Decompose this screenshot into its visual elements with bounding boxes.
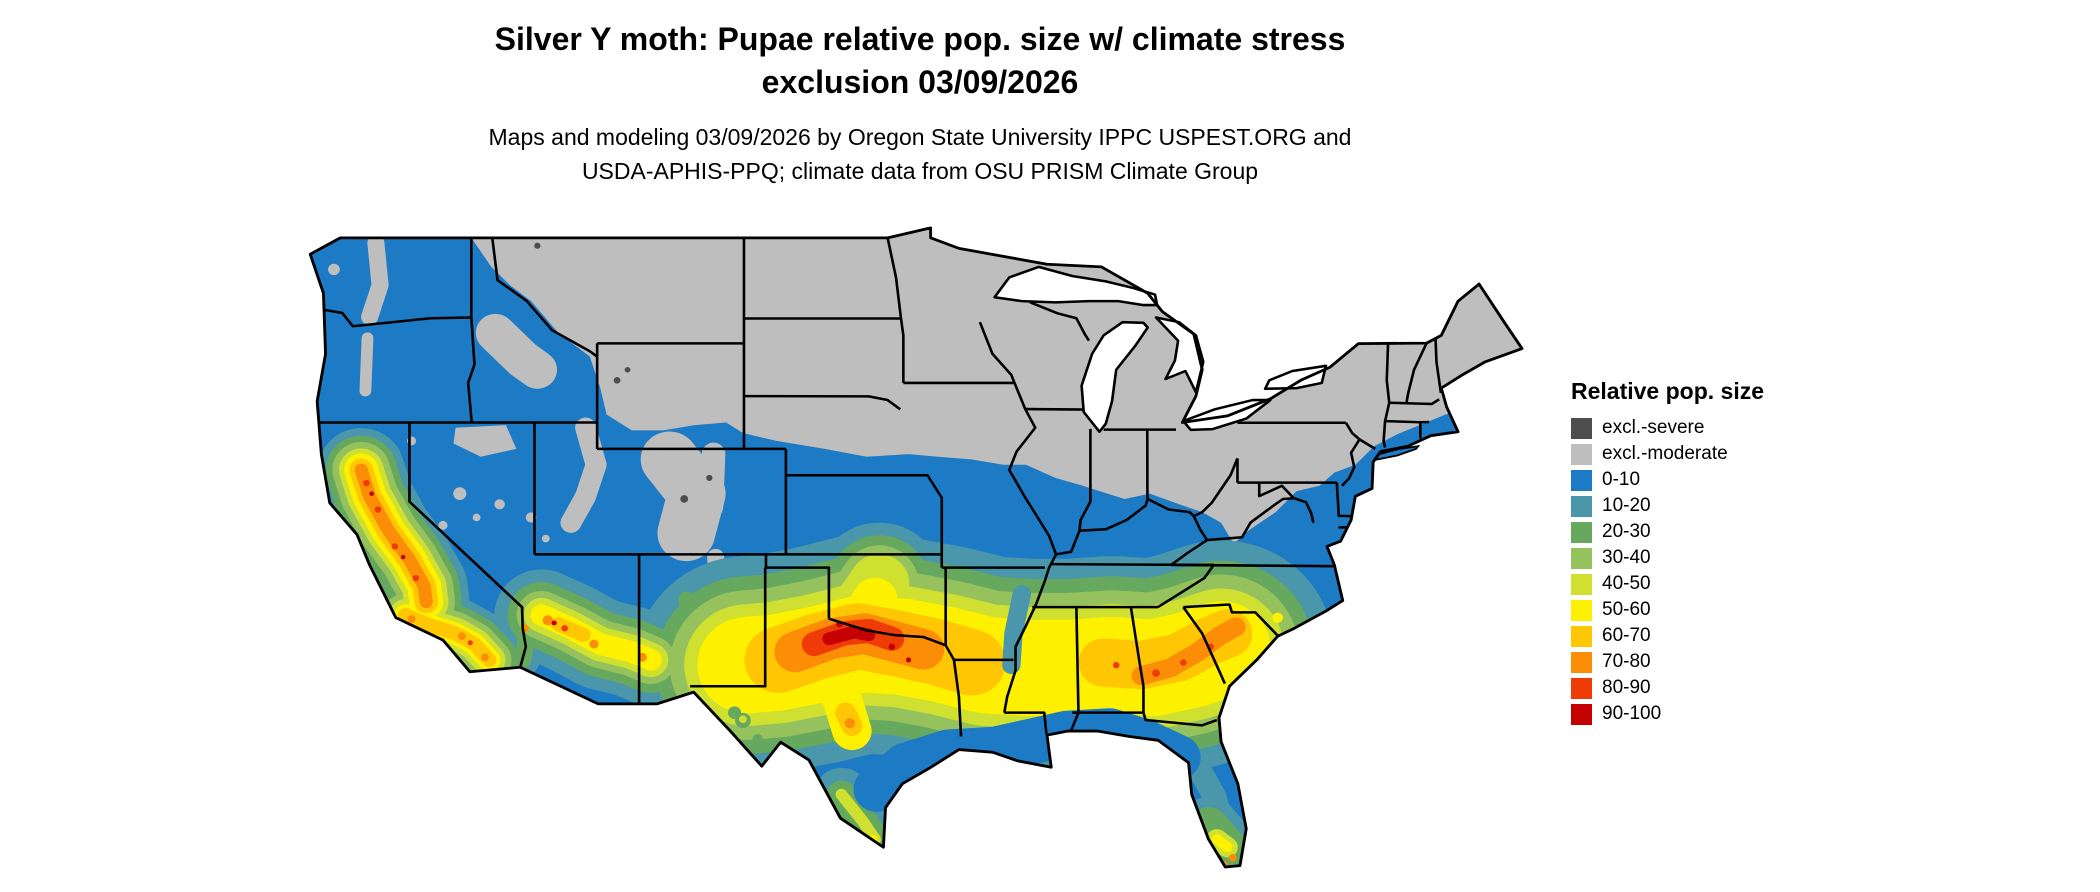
legend-swatch (1571, 521, 1592, 543)
legend-label: 10-20 (1602, 495, 1651, 516)
legend-swatch (1571, 625, 1592, 647)
legend-swatch (1571, 599, 1592, 621)
legend-label: 0-10 (1602, 469, 1641, 490)
legend-label: 80-90 (1602, 677, 1651, 698)
title-line-2: exclusion 03/09/2026 (761, 64, 1079, 100)
legend-swatch (1571, 651, 1592, 673)
legend-label: excl.-moderate (1602, 443, 1728, 464)
map-raster-layers (310, 227, 1523, 868)
legend-label: 60-70 (1602, 625, 1651, 646)
legend-row: 70-80 (1571, 649, 1871, 675)
subtitle-line-2: USDA-APHIS-PPQ; climate data from OSU PR… (581, 158, 1259, 184)
legend-row: 30-40 (1571, 545, 1871, 571)
legend-swatch (1571, 417, 1592, 439)
legend-swatch (1571, 703, 1592, 725)
us-map (292, 222, 1532, 884)
title-line-1: Silver Y moth: Pupae relative pop. size … (494, 21, 1346, 57)
us-map-svg (308, 226, 1524, 869)
legend-row: 50-60 (1571, 597, 1871, 623)
legend-swatch (1571, 547, 1592, 569)
legend-swatch (1571, 677, 1592, 699)
legend-row: 90-100 (1571, 701, 1871, 727)
legend-label: 70-80 (1602, 651, 1651, 672)
legend-title: Relative pop. size (1571, 378, 1765, 404)
legend-row: 60-70 (1571, 623, 1871, 649)
page-title: Silver Y moth: Pupae relative pop. size … (0, 18, 1840, 104)
legend-label: 50-60 (1602, 599, 1651, 620)
legend-row: 20-30 (1571, 519, 1871, 545)
legend-label: 30-40 (1602, 547, 1651, 568)
legend-label: excl.-severe (1602, 417, 1705, 438)
legend-swatch (1571, 443, 1592, 465)
header: Silver Y moth: Pupae relative pop. size … (0, 18, 1840, 188)
legend-swatch (1571, 495, 1592, 517)
legend-row: excl.-moderate (1571, 441, 1871, 467)
subtitle: Maps and modeling 03/09/2026 by Oregon S… (0, 120, 1840, 188)
legend: Relative pop. size excl.-severe excl.-mod… (1571, 378, 1871, 727)
legend-row: 80-90 (1571, 675, 1871, 701)
legend-swatch (1571, 469, 1592, 491)
legend-swatch (1571, 573, 1592, 595)
legend-rows: excl.-severe excl.-moderate 0-10 10-20 20-30… (1571, 415, 1871, 727)
legend-label: 90-100 (1602, 703, 1662, 724)
legend-row: excl.-severe (1571, 415, 1871, 441)
legend-row: 10-20 (1571, 493, 1871, 519)
legend-row: 0-10 (1571, 467, 1871, 493)
legend-row: 40-50 (1571, 571, 1871, 597)
subtitle-line-1: Maps and modeling 03/09/2026 by Oregon S… (488, 124, 1352, 150)
legend-label: 20-30 (1602, 521, 1651, 542)
legend-label: 40-50 (1602, 573, 1651, 594)
